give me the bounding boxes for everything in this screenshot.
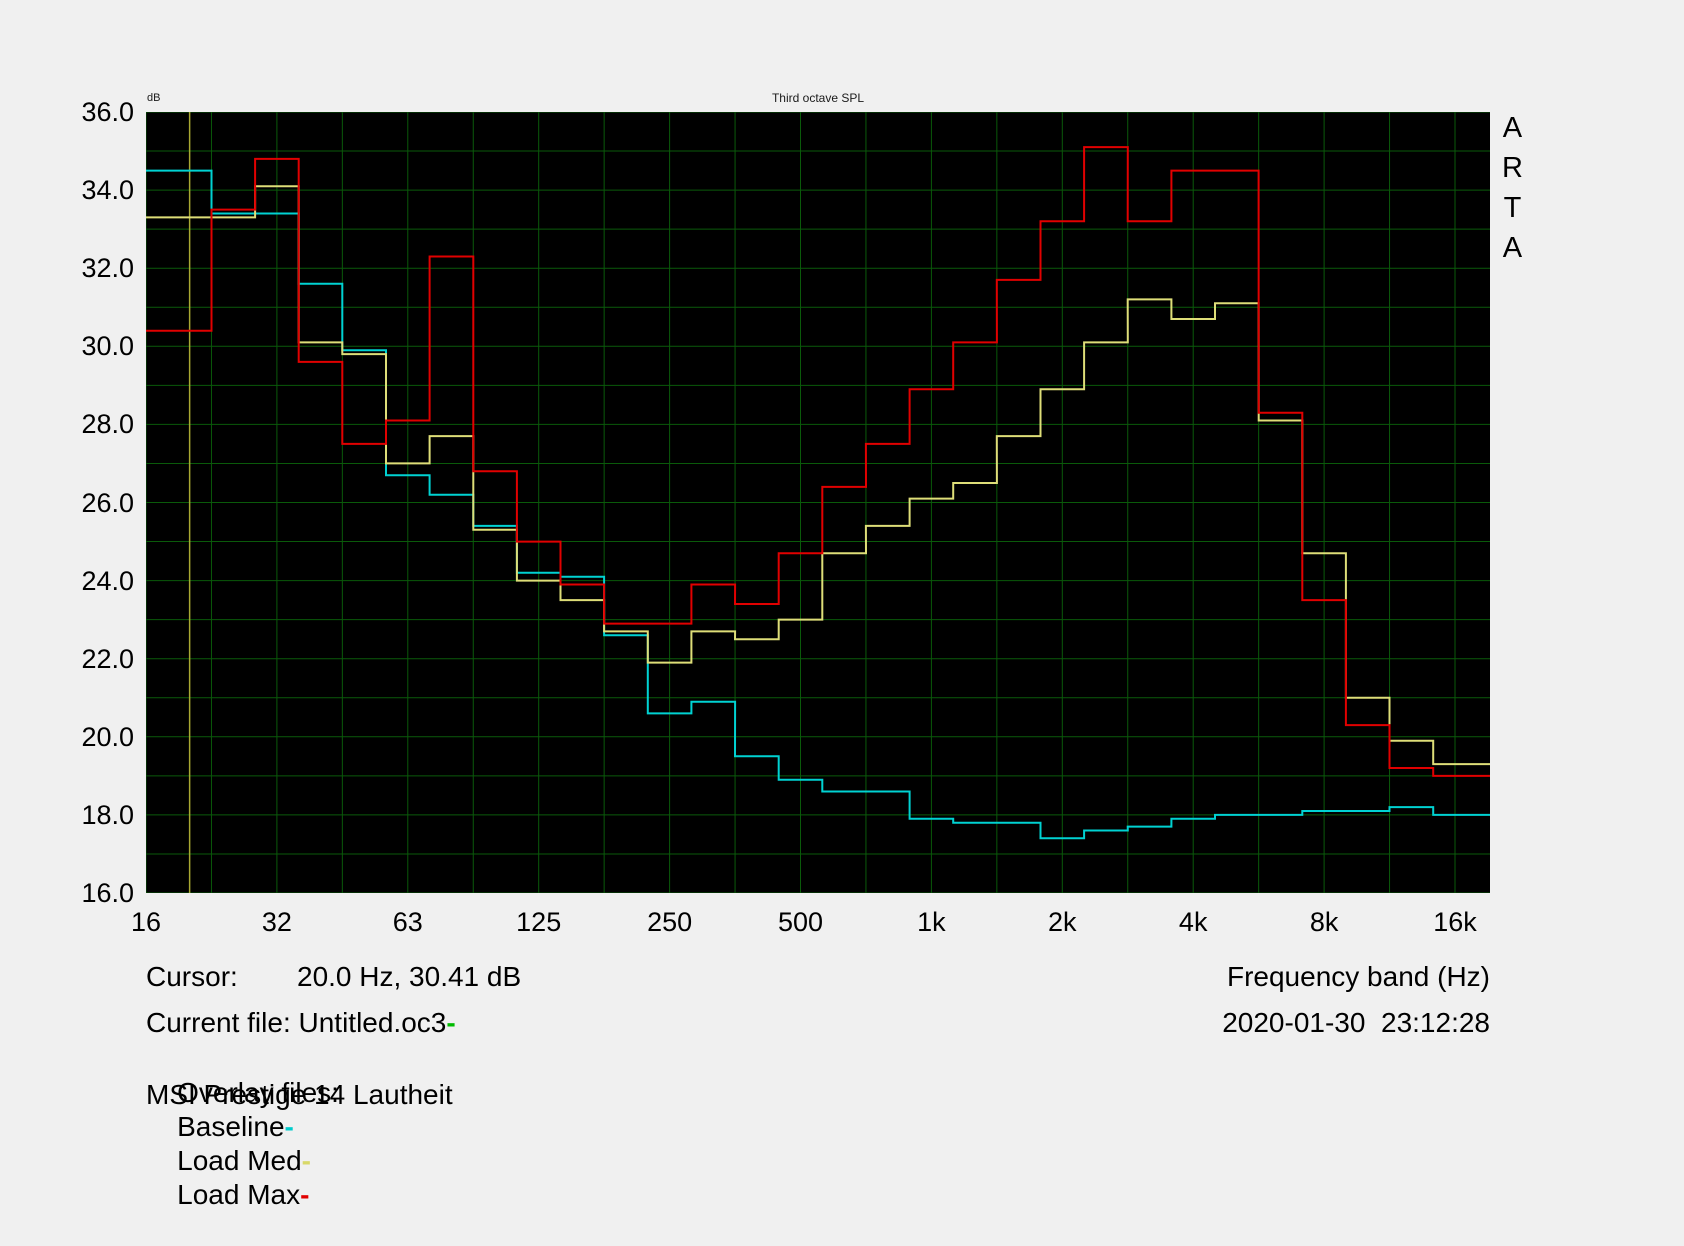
measurement-note: MSI Prestige 14 Lautheit	[146, 1079, 453, 1110]
x-axis-tick-label: 16k	[1433, 907, 1477, 937]
cursor-value: 20.0 Hz, 30.41 dB	[297, 961, 522, 992]
arta-logo-letter: A	[1502, 232, 1523, 264]
file-status-line: Current file: Untitled.oc3- 2020-01-30 2…	[0, 1006, 1684, 1042]
spl-chart	[146, 112, 1490, 893]
x-axis-tick-label: 1k	[917, 907, 946, 937]
series-baseline-line	[146, 169, 1490, 840]
y-axis-tick-label: 26.0	[81, 487, 134, 518]
x-axis-tick-label: 8k	[1309, 907, 1339, 937]
x-axis-title: Frequency band (Hz)	[1226, 961, 1490, 992]
overlay-files: Overlay files: Baseline- Load Med- Load …	[146, 1042, 339, 1246]
datetime-label: 2020-01-30 23:12:28	[1222, 1007, 1490, 1038]
cursor-label: Cursor:	[146, 961, 238, 992]
y-axis-unit-label: dB	[147, 92, 161, 104]
overlay-load-max-label: Load Max	[177, 1179, 301, 1210]
current-file-label: Current file: Untitled.oc3	[146, 1007, 447, 1038]
arta-logo-letter: R	[1502, 152, 1523, 184]
x-axis-tick-label: 63	[392, 907, 423, 937]
y-axis-tick-label: 36.0	[81, 97, 134, 127]
y-axis-tick-label: 22.0	[81, 643, 134, 674]
overlay-load-med-label: Load Med	[177, 1145, 302, 1176]
overlay-baseline-dash: -	[284, 1111, 294, 1142]
overlay-files-label: Overlay files:	[177, 1077, 339, 1108]
y-axis-tick-label: 32.0	[81, 253, 134, 284]
overlay-baseline-label: Baseline	[177, 1111, 285, 1142]
note-line: MSI Prestige 14 Lautheit	[0, 1078, 1684, 1114]
arta-logo-letter: T	[1503, 192, 1522, 224]
x-axis-tick-label: 16	[130, 907, 162, 937]
y-axis-tick-label: 24.0	[81, 565, 134, 596]
x-axis-tick-label: 2k	[1048, 907, 1077, 937]
plot-area[interactable]	[146, 112, 1490, 893]
plot-title: Third octave SPL	[771, 91, 865, 105]
y-axis-tick-label: 28.0	[81, 409, 134, 440]
x-axis-tick-label: 500	[777, 907, 824, 937]
y-axis-tick-label: 20.0	[81, 721, 134, 752]
current-file: Current file: Untitled.oc3-	[146, 1006, 456, 1040]
y-axis-tick-label: 34.0	[81, 175, 134, 206]
x-axis-tick-label: 32	[261, 907, 292, 937]
x-axis-tick-label: 4k	[1178, 907, 1208, 937]
cursor-status-line: Cursor: 20.0 Hz, 30.41 dB Frequency band…	[0, 960, 1684, 996]
series-load-max-line	[146, 146, 1490, 777]
series-load-med-line	[146, 185, 1490, 766]
y-axis-tick-label: 16.0	[81, 878, 134, 908]
y-axis-tick-label: 30.0	[81, 331, 134, 362]
current-file-dash: -	[446, 1007, 456, 1038]
arta-spl-window: { "window": { "background": "#f0f0f0" },…	[0, 91, 1684, 1210]
x-axis-tick-label: 250	[647, 907, 693, 937]
overlay-files-line: Overlay files: Baseline- Load Med- Load …	[0, 1042, 1684, 1210]
overlay-load-max-dash: -	[300, 1179, 310, 1210]
arta-logo-letter: A	[1502, 112, 1523, 144]
x-axis-tick-label: 125	[516, 907, 562, 937]
overlay-load-med-dash: -	[301, 1145, 311, 1176]
y-axis-tick-label: 18.0	[81, 799, 134, 830]
